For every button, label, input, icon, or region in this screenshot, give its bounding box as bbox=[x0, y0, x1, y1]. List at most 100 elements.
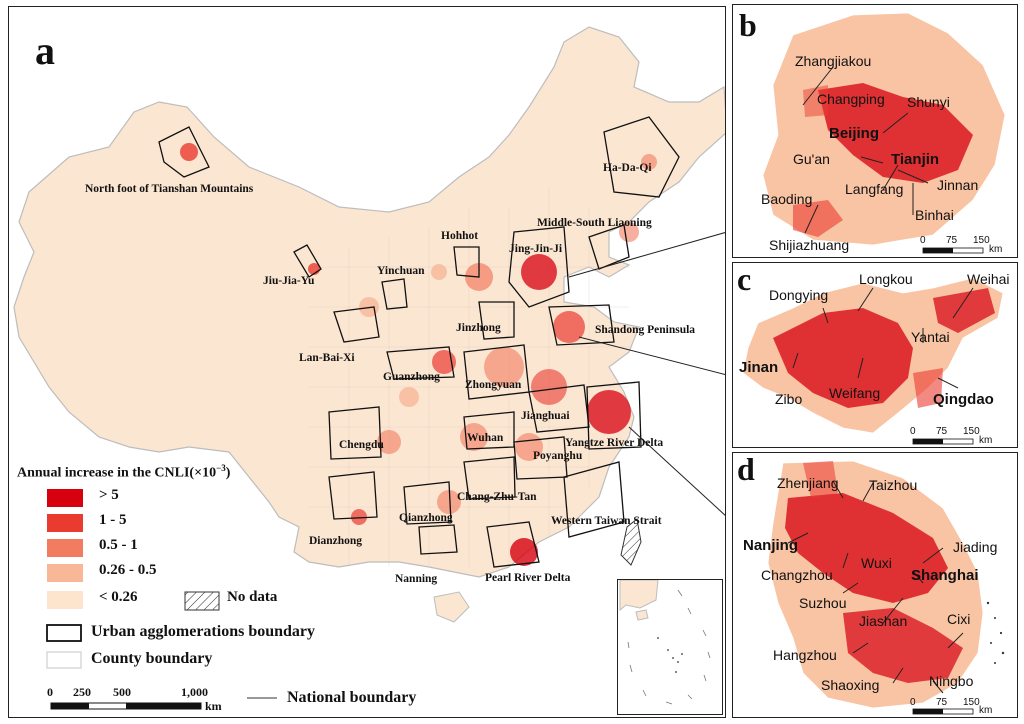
ua-label: Lan-Bai-Xi bbox=[299, 352, 355, 364]
taiwan-no-data bbox=[620, 518, 642, 566]
panel-a-letter: a bbox=[35, 28, 55, 73]
city-label: Tianjin bbox=[891, 151, 940, 168]
city-label: Jiading bbox=[953, 539, 998, 555]
legend-no-data-label: No data bbox=[227, 589, 278, 605]
city-label: Hangzhou bbox=[773, 647, 837, 663]
legend-swatch-1 bbox=[47, 514, 83, 532]
ua-label: Shandong Peninsula bbox=[595, 324, 696, 336]
legend-label: 0.26 - 0.5 bbox=[99, 562, 157, 578]
scale-tick: 75 bbox=[946, 235, 958, 246]
legend-boundary-label: County boundary bbox=[91, 650, 213, 667]
city-label: Ningbo bbox=[929, 673, 974, 689]
city-label: Suzhou bbox=[799, 595, 847, 611]
city-label: Jinnan bbox=[937, 177, 979, 193]
city-label: Langfang bbox=[845, 181, 904, 197]
scale-unit: km bbox=[989, 244, 1003, 255]
city-label: Baoding bbox=[761, 191, 813, 207]
panel-d-map bbox=[767, 460, 1005, 715]
city-label: Zibo bbox=[775, 391, 803, 407]
scale-unit: km bbox=[979, 705, 993, 716]
legend-label: < 0.26 bbox=[99, 589, 138, 605]
city-label: Gu'an bbox=[793, 151, 830, 167]
ua-label: North foot of Tianshan Mountains bbox=[85, 183, 254, 195]
city-label: Shanghai bbox=[911, 567, 979, 584]
city-label: Taizhou bbox=[869, 477, 918, 493]
city-label: Nanjing bbox=[743, 537, 798, 554]
legend-title-text: Annual increase in the CNLI(×10 bbox=[17, 465, 217, 481]
ua-label: Ha-Da-Qi bbox=[603, 162, 652, 174]
city-label: Weihai bbox=[967, 271, 1010, 287]
city-label: Jiashan bbox=[859, 613, 908, 629]
panel-c-letter: c bbox=[737, 262, 752, 297]
panel-c-shandong: c Longkou Weihai Dongying Yantai Jinan Z… bbox=[732, 262, 1018, 448]
scale-tick: 0 bbox=[47, 685, 53, 699]
ua-label: Pearl River Delta bbox=[485, 572, 571, 584]
city-label: Shunyi bbox=[907, 94, 950, 110]
agglomeration-boundaries bbox=[158, 116, 680, 568]
china-map bbox=[13, 26, 725, 710]
legend-boundary-label: Urban agglomerations boundary bbox=[91, 623, 316, 640]
legend-swatch-4 bbox=[47, 591, 83, 609]
panel-b-map bbox=[762, 12, 1006, 254]
scale-tick: 75 bbox=[936, 697, 948, 708]
ua-label: Jianghuai bbox=[521, 410, 570, 422]
scale-bar-a bbox=[50, 702, 202, 710]
city-label: Shijiazhuang bbox=[769, 237, 850, 253]
south-china-sea-inset bbox=[617, 579, 723, 715]
city-label: Binhai bbox=[915, 207, 954, 223]
scale-tick: 0 bbox=[920, 235, 926, 246]
legend: Annual increase in the CNLI(×10−3) > 5 1… bbox=[17, 463, 416, 713]
hainan-island bbox=[433, 591, 470, 623]
legend-label: 1 - 5 bbox=[99, 512, 127, 528]
city-label: Changzhou bbox=[761, 567, 833, 583]
legend-boundary-label: National boundary bbox=[287, 689, 417, 706]
legend-swatch-2 bbox=[47, 539, 83, 557]
scale-tick: 500 bbox=[113, 685, 131, 699]
panel-c-map bbox=[742, 277, 1004, 445]
city-label: Wuxi bbox=[861, 555, 892, 571]
city-label: Qingdao bbox=[933, 391, 994, 408]
ua-label: Qianzhong bbox=[399, 512, 453, 524]
callout-lines bbox=[568, 232, 725, 516]
ua-label: Chengdu bbox=[339, 439, 384, 451]
scale-tick: 1,000 bbox=[181, 685, 208, 699]
ua-label: Nanning bbox=[395, 573, 438, 585]
ua-label: Middle-South Liaoning bbox=[537, 217, 652, 229]
city-label: Changping bbox=[817, 91, 885, 107]
scale-tick: 75 bbox=[936, 426, 948, 437]
scale-tick: 0 bbox=[910, 426, 916, 437]
panel-b-letter: b bbox=[739, 7, 757, 43]
city-label: Cixi bbox=[947, 611, 971, 627]
scale-tick: 250 bbox=[73, 685, 91, 699]
ua-label: Chang-Zhu-Tan bbox=[457, 491, 537, 503]
ua-label: Jinzhong bbox=[456, 322, 501, 334]
legend-title-exponent: −3 bbox=[216, 463, 226, 473]
panel-d-yangtze-delta: d Zhenjiang Taizhou Nanjing Jiading Chan… bbox=[732, 452, 1018, 718]
ua-label: Jiu-Jia-Yu bbox=[263, 275, 315, 287]
legend-label: 0.5 - 1 bbox=[99, 537, 138, 553]
scale-unit: km bbox=[979, 435, 993, 446]
inset-map bbox=[619, 580, 711, 705]
ua-label: Zhongyuan bbox=[465, 379, 522, 391]
scale-tick: 150 bbox=[973, 235, 990, 246]
ua-label: Guanzhong bbox=[383, 371, 440, 383]
city-label: Shaoxing bbox=[821, 677, 880, 693]
ua-label: Western Taiwan Strait bbox=[551, 515, 662, 527]
panel-d-letter: d bbox=[737, 452, 755, 487]
city-label: Weifang bbox=[829, 385, 881, 401]
ua-label: Wuhan bbox=[467, 432, 504, 444]
ua-label: Dianzhong bbox=[309, 535, 363, 547]
city-label: Zhenjiang bbox=[777, 475, 839, 491]
ua-label: Yinchuan bbox=[377, 265, 425, 277]
scale-tick: 150 bbox=[963, 697, 980, 708]
scale-tick: 150 bbox=[963, 426, 980, 437]
ua-label: Poyanghu bbox=[533, 450, 583, 462]
legend-label: > 5 bbox=[99, 487, 119, 503]
city-label: Longkou bbox=[859, 271, 913, 287]
city-label: Beijing bbox=[829, 125, 880, 142]
city-label: Zhangjiakou bbox=[795, 53, 872, 69]
city-label: Yantai bbox=[911, 329, 950, 345]
legend-title: Annual increase in the CNLI(×10−3) bbox=[17, 463, 230, 482]
legend-title-end: ) bbox=[225, 465, 231, 481]
ua-label: Hohhot bbox=[441, 230, 479, 242]
